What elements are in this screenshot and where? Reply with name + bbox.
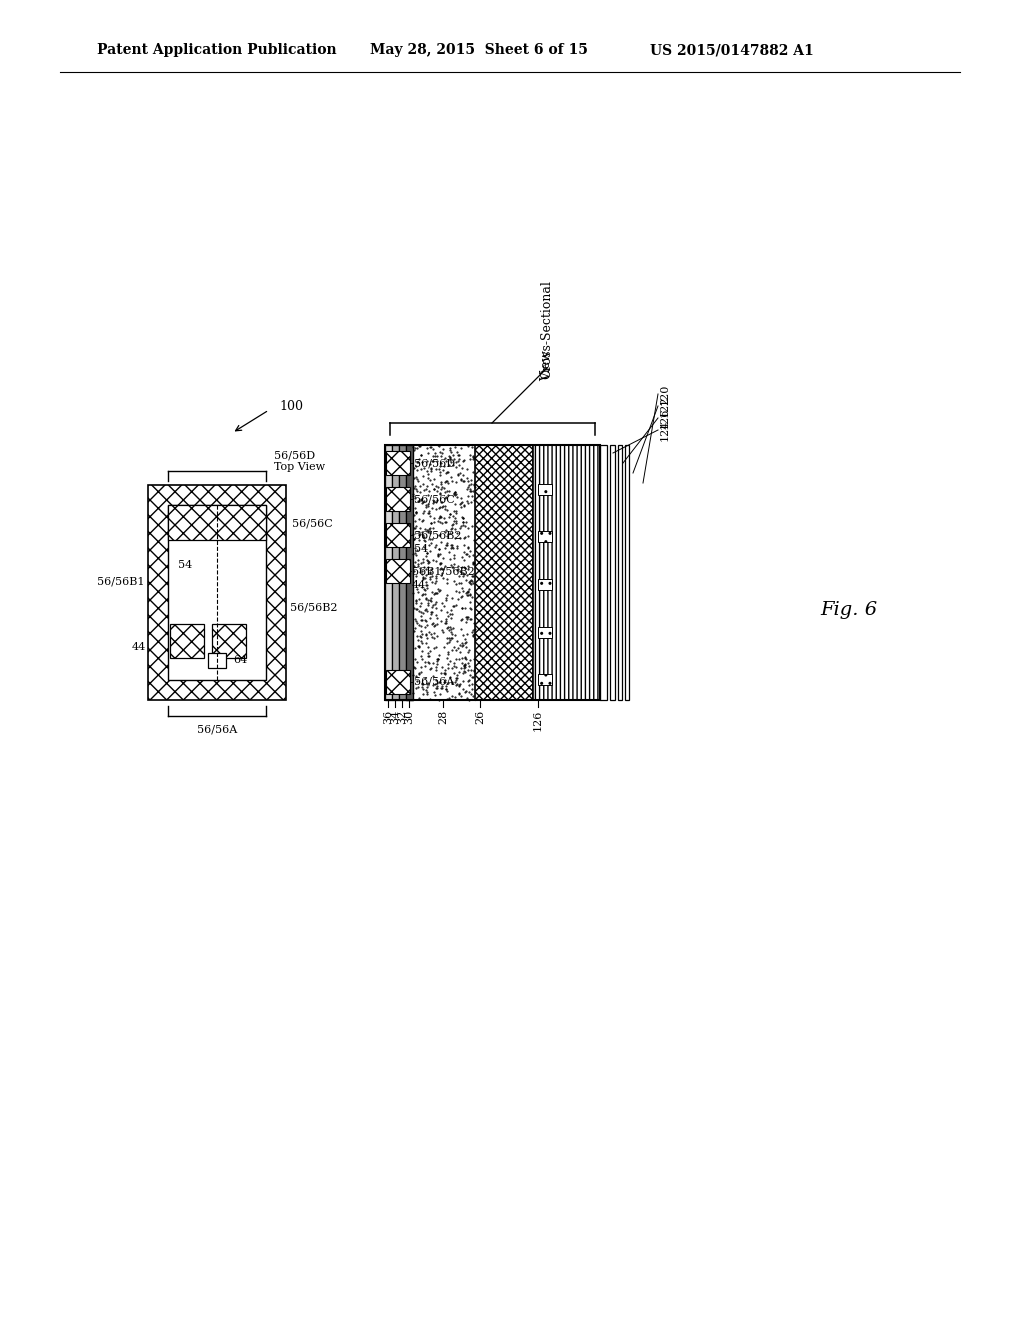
Text: 44: 44 — [132, 642, 146, 652]
Bar — [385, 445, 392, 700]
Bar — [386, 523, 410, 546]
Bar — [208, 653, 226, 668]
Bar — [386, 558, 410, 583]
Text: Top View: Top View — [274, 462, 326, 473]
Text: 100: 100 — [279, 400, 303, 413]
Bar — [386, 487, 410, 511]
Bar — [538, 579, 552, 590]
Text: Cross-Sectional: Cross-Sectional — [541, 281, 554, 379]
Text: 56/56A: 56/56A — [197, 725, 238, 735]
Text: 44: 44 — [412, 579, 426, 590]
Text: 56/56B1: 56/56B1 — [96, 576, 144, 586]
Text: 56/56C: 56/56C — [414, 494, 455, 504]
Bar — [538, 627, 552, 638]
Bar — [168, 506, 266, 540]
Text: 36: 36 — [383, 710, 393, 725]
Bar — [386, 451, 410, 475]
Text: 56/56A: 56/56A — [414, 677, 455, 686]
Bar — [406, 445, 413, 700]
Bar — [475, 445, 534, 700]
Text: 56B1/56B2: 56B1/56B2 — [412, 566, 475, 576]
Text: 126: 126 — [660, 408, 670, 429]
Bar — [406, 445, 413, 700]
Bar — [538, 531, 552, 543]
Bar — [534, 445, 600, 700]
Text: 30: 30 — [404, 710, 414, 725]
Text: US 2015/0147882 A1: US 2015/0147882 A1 — [650, 44, 814, 57]
Text: 56/56B2: 56/56B2 — [414, 531, 462, 540]
Text: 124: 124 — [660, 420, 670, 441]
Text: 122: 122 — [660, 395, 670, 417]
Bar — [406, 445, 600, 700]
Text: 32: 32 — [397, 710, 407, 725]
Bar — [385, 445, 600, 700]
Text: 28: 28 — [438, 710, 449, 725]
Bar — [386, 671, 410, 694]
Bar — [168, 506, 266, 680]
Text: May 28, 2015  Sheet 6 of 15: May 28, 2015 Sheet 6 of 15 — [370, 44, 588, 57]
Text: 56/56C: 56/56C — [292, 517, 333, 528]
Text: 26: 26 — [475, 710, 485, 725]
Text: 54: 54 — [178, 560, 193, 570]
Bar — [475, 445, 534, 700]
Text: View: View — [541, 351, 554, 381]
Bar — [212, 624, 246, 657]
Bar — [392, 445, 399, 700]
Text: 56/56D: 56/56D — [414, 458, 455, 469]
Text: 56/56D: 56/56D — [274, 450, 315, 459]
Bar — [618, 445, 622, 700]
Bar — [538, 484, 552, 495]
Bar — [399, 445, 406, 700]
Bar — [610, 445, 615, 700]
Bar — [148, 484, 286, 700]
Text: 56/56B2: 56/56B2 — [290, 602, 338, 612]
Bar — [538, 675, 552, 685]
Text: 54: 54 — [414, 544, 428, 554]
Text: 34: 34 — [390, 710, 400, 725]
Text: 126: 126 — [534, 710, 543, 731]
Bar — [625, 445, 629, 700]
Text: Patent Application Publication: Patent Application Publication — [97, 44, 337, 57]
Bar — [170, 624, 204, 657]
Text: 120: 120 — [660, 383, 670, 405]
Text: 64: 64 — [233, 655, 247, 665]
Text: Fig. 6: Fig. 6 — [820, 601, 878, 619]
Bar — [600, 445, 607, 700]
